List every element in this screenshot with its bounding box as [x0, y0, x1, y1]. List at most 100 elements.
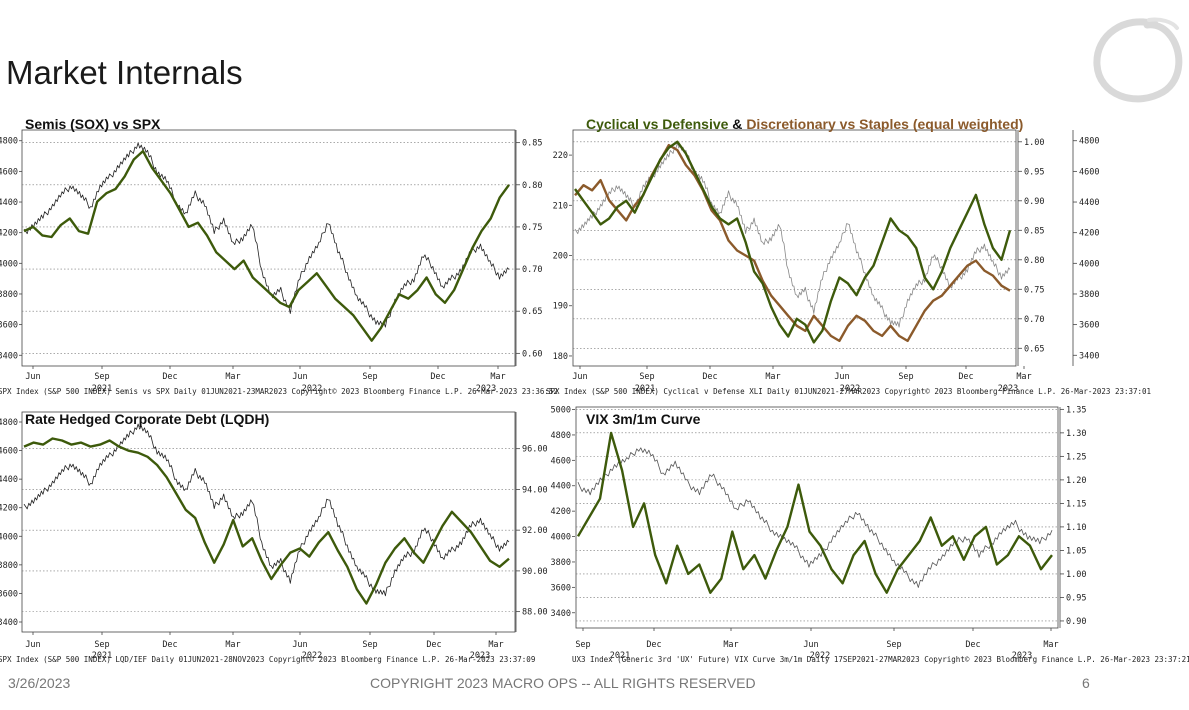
chart-cyclical-vs-defensive: 220 210 200 190 180 1.00 0.95 0.90 0.85 0.80 0.75 0… [546, 110, 1188, 410]
chart-semis-svg: 4800 4600 4400 4200 4000 3800 3600 3400 0.85 0.80… [0, 129, 558, 396]
x-year-label: 2022 [810, 651, 830, 661]
right-tick-label: 96.00 [522, 445, 548, 455]
series-line-lqdh [23, 437, 510, 605]
far-right-tick-label: 4400 [1079, 198, 1099, 208]
left-tick-label: 220 [553, 151, 568, 161]
footer-copyright: COPYRIGHT 2023 MACRO OPS -- ALL RIGHTS R… [370, 675, 756, 691]
left-tick-label: 4600 [0, 167, 18, 177]
x-tick-label: Sep [362, 640, 377, 650]
right-tick-label: 0.65 [522, 307, 542, 317]
series-line-spx [23, 423, 510, 597]
plot-frame [575, 406, 1059, 629]
chart-vix-title: VIX 3m/1m Curve [586, 411, 701, 427]
footer-page-number: 6 [1082, 675, 1090, 691]
x-tick-label: Jun [292, 640, 307, 650]
series-line-cyclical-vs-defensive [574, 140, 1012, 344]
x-tick-label: Mar [723, 640, 738, 650]
x-tick-label: Mar [488, 640, 503, 650]
chart-source-text: SPX Index (S&P 500 INDEX) LQD/IEF Daily … [0, 655, 535, 664]
right-tick-label: 0.65 [1024, 344, 1044, 354]
right-tick-label: 0.60 [522, 349, 542, 359]
left-tick-label: 4400 [0, 475, 18, 485]
right-tick-label: 92.00 [522, 526, 548, 536]
left-tick-label: 3800 [0, 290, 18, 300]
chart-source-text: SPX Index (S&P 500 INDEX) Cyclical v Def… [546, 387, 1151, 396]
logo-icon [1093, 17, 1183, 103]
x-tick-label: Jun [25, 372, 40, 382]
x-tick-label: Sep [575, 640, 590, 650]
left-tick-label: 3400 [551, 609, 571, 619]
right-tick-label: 1.00 [1066, 570, 1086, 580]
chart-cyclical-title-part2: & [728, 116, 747, 132]
left-tick-label: 3600 [0, 321, 18, 331]
right-tick-label: 1.10 [1066, 523, 1086, 533]
x-tick-label: Jun [572, 372, 587, 382]
right-tick-label: 90.00 [522, 567, 548, 577]
slide-title: Market Internals [6, 54, 243, 91]
right-tick-label: 1.35 [1066, 405, 1086, 415]
left-tick-label: 4000 [0, 259, 18, 269]
right-tick-label: 1.00 [1024, 138, 1044, 148]
right-tick-label: 1.30 [1066, 429, 1086, 439]
chart-vix-svg: 5000 4800 4600 4400 4200 4000 3800 3600 3400 1.35… [551, 405, 1189, 664]
left-tick-label: 4200 [0, 504, 18, 514]
left-tick-label: 4000 [0, 532, 18, 542]
chart-cyclical-title-part1: Cyclical vs Defensive [586, 116, 729, 132]
x-year-label: 2021 [610, 651, 630, 661]
right-tick-label: 0.95 [1066, 593, 1086, 603]
x-year-label: 2022 [302, 651, 322, 661]
x-tick-label: Mar [765, 372, 780, 382]
chart-cyclical-svg: 220 210 200 190 180 1.00 0.95 0.90 0.85 0.80 0.75 0… [546, 129, 1151, 396]
left-tick-label: 4000 [551, 533, 571, 543]
left-tick-label: 3800 [0, 561, 18, 571]
x-year-label: 2021 [92, 384, 112, 394]
x-tick-label: Dec [162, 372, 177, 382]
right-tick-label: 1.20 [1066, 476, 1086, 486]
far-right-tick-label: 3400 [1079, 351, 1099, 361]
left-tick-label: 4600 [551, 456, 571, 466]
series-line-spx [23, 142, 510, 328]
chart-cyclical-title-part3: Discretionary vs Staples (equal weighted… [746, 116, 1024, 132]
series-line-spx [574, 142, 1011, 328]
left-tick-label: 3400 [0, 618, 18, 628]
series-line-semis-vs-spx [23, 149, 510, 342]
left-tick-label: 4200 [0, 229, 18, 239]
x-tick-label: Mar [1016, 372, 1031, 382]
left-tick-label: 4800 [551, 431, 571, 441]
far-right-tick-label: 3800 [1079, 290, 1099, 300]
left-tick-label: 4200 [551, 507, 571, 517]
right-tick-label: 88.00 [522, 608, 548, 618]
plot-frame [21, 411, 516, 633]
x-tick-label: Jun [25, 640, 40, 650]
x-tick-label: Dec [965, 640, 980, 650]
far-right-tick-label: 4000 [1079, 259, 1099, 269]
right-tick-label: 1.15 [1066, 499, 1086, 509]
chart-semis-vs-spx: 4800 4600 4400 4200 4000 3800 3600 3400 0.85 0.80… [0, 110, 590, 410]
left-tick-label: 190 [553, 302, 568, 312]
left-tick-label: 3800 [551, 558, 571, 568]
right-tick-label: 0.75 [522, 223, 542, 233]
chart-cyclical-title: Cyclical vs Defensive & Discretionary vs… [586, 116, 1023, 132]
chart-source-text: SPX Index (S&P 500 INDEX) Semis vs SPX D… [0, 387, 558, 396]
x-year-label: 2023 [476, 384, 496, 394]
x-tick-label: Mar [1043, 640, 1058, 650]
x-tick-label: Jun [834, 372, 849, 382]
x-year-label: 2023 [470, 651, 490, 661]
chart-vix-curve: 5000 4800 4600 4400 4200 4000 3800 3600 3400 1.35… [548, 400, 1189, 700]
series-line-spx [577, 447, 1053, 588]
right-tick-label: 0.75 [1024, 285, 1044, 295]
chart-lqdh: 4800 4600 4400 4200 4000 3800 3600 3400 96.00 94.… [0, 400, 590, 700]
left-tick-label: 4800 [0, 137, 18, 147]
left-tick-label: 4400 [551, 482, 571, 492]
right-tick-label: 0.70 [1024, 315, 1044, 325]
x-tick-label: Sep [639, 372, 654, 382]
right-tick-label: 0.90 [1066, 617, 1086, 627]
left-tick-label: 3600 [551, 583, 571, 593]
x-tick-label: Sep [362, 372, 377, 382]
x-year-label: 2021 [635, 384, 655, 394]
x-tick-label: Mar [225, 640, 240, 650]
right-tick-label: 0.80 [522, 181, 542, 191]
right-tick-label: 0.95 [1024, 167, 1044, 177]
x-tick-label: Sep [94, 372, 109, 382]
x-tick-label: Mar [490, 372, 505, 382]
